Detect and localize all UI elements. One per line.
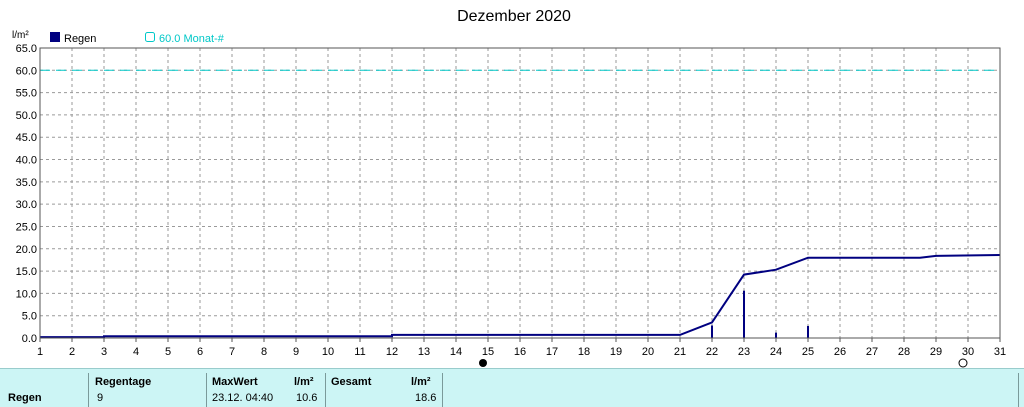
x-tick-label: 25 bbox=[802, 346, 814, 358]
legend-swatch-threshold bbox=[145, 32, 155, 42]
new-moon-icon bbox=[479, 359, 487, 367]
x-tick-label: 5 bbox=[165, 346, 171, 358]
x-tick-label: 22 bbox=[706, 346, 718, 358]
summary-divider bbox=[442, 373, 443, 407]
y-tick-label: 10.0 bbox=[16, 288, 37, 300]
maxwert-time: 23.12. 04:40 bbox=[212, 392, 274, 404]
maxwert-label: MaxWert bbox=[212, 376, 258, 388]
x-tick-label: 2 bbox=[69, 346, 75, 358]
y-tick-label: 20.0 bbox=[16, 244, 37, 256]
x-tick-label: 31 bbox=[994, 346, 1006, 358]
grid bbox=[40, 48, 1000, 338]
x-tick-label: 21 bbox=[674, 346, 686, 358]
y-tick-label: 35.0 bbox=[16, 177, 37, 189]
x-tick-label: 10 bbox=[322, 346, 334, 358]
x-tick-label: 19 bbox=[610, 346, 622, 358]
x-tick-label: 6 bbox=[197, 346, 203, 358]
y-tick-label: 15.0 bbox=[16, 266, 37, 278]
legend: Regen 60.0 Monat-# bbox=[50, 32, 225, 45]
summary-divider bbox=[88, 373, 89, 407]
gesamt-unit: l/m² bbox=[411, 376, 431, 388]
legend-label: Regen bbox=[64, 33, 96, 45]
x-tick-label: 26 bbox=[834, 346, 846, 358]
legend-label: 60.0 Monat-# bbox=[159, 33, 225, 45]
x-tick-label: 17 bbox=[546, 346, 558, 358]
x-tick-label: 30 bbox=[962, 346, 974, 358]
data-marks bbox=[40, 69, 1001, 368]
y-tick-label: 30.0 bbox=[16, 199, 37, 211]
y-tick-label: 55.0 bbox=[16, 88, 37, 100]
gesamt-label: Gesamt bbox=[331, 376, 372, 388]
x-tick-label: 24 bbox=[770, 346, 782, 358]
x-tick-label: 8 bbox=[261, 346, 267, 358]
maxwert-unit: l/m² bbox=[294, 376, 314, 388]
x-tick-label: 29 bbox=[930, 346, 942, 358]
y-tick-label: 0.0 bbox=[22, 333, 37, 345]
tick-labels: 0.0 5.0 10.0 15.0 20.0 25.0 30.0 35.0 40.0 45.0 50… bbox=[16, 43, 1007, 358]
x-tick-label: 1 bbox=[37, 346, 43, 358]
x-tick-label: 18 bbox=[578, 346, 590, 358]
x-tick-label: 4 bbox=[133, 346, 139, 358]
y-tick-label: 25.0 bbox=[16, 221, 37, 233]
full-moon-icon bbox=[958, 358, 968, 368]
y-tick-label: 45.0 bbox=[16, 132, 37, 144]
y-axis-unit: l/m² bbox=[12, 30, 29, 41]
x-tick-label: 16 bbox=[514, 346, 526, 358]
regentage-label: Regentage bbox=[95, 376, 152, 388]
x-tick-label: 20 bbox=[642, 346, 654, 358]
y-tick-label: 50.0 bbox=[16, 110, 37, 122]
x-tick-label: 14 bbox=[450, 346, 462, 358]
y-tick-label: 40.0 bbox=[16, 155, 37, 167]
x-tick-label: 9 bbox=[293, 346, 299, 358]
x-tick-label: 11 bbox=[354, 346, 365, 358]
summary-divider bbox=[1018, 373, 1019, 407]
x-tick-label: 28 bbox=[898, 346, 910, 358]
cumulative-rain-line bbox=[40, 254, 1001, 339]
summary-divider bbox=[325, 373, 326, 407]
x-tick-label: 23 bbox=[738, 346, 750, 358]
y-tick-label: 60.0 bbox=[16, 65, 37, 77]
summary-table: Regen Regentage 9 MaxWert 23.12. 04:40 l… bbox=[0, 368, 1024, 407]
x-tick-label: 7 bbox=[229, 346, 235, 358]
gesamt-value: 18.6 bbox=[415, 392, 437, 404]
summary-row-label: Regen bbox=[8, 392, 42, 404]
maxwert-value: 10.6 bbox=[296, 392, 318, 404]
summary-divider bbox=[206, 373, 207, 407]
regentage-value: 9 bbox=[97, 392, 104, 404]
rain-chart: Dezember 2020 l/m² Regen 60.0 Monat-# 0.0… bbox=[12, 8, 1007, 368]
x-tick-label: 27 bbox=[866, 346, 878, 358]
y-tick-label: 65.0 bbox=[16, 43, 37, 55]
legend-swatch-regen bbox=[50, 32, 60, 42]
x-tick-label: 3 bbox=[101, 346, 107, 358]
x-tick-label: 12 bbox=[386, 346, 398, 358]
chart-title: Dezember 2020 bbox=[457, 8, 571, 25]
x-tick-label: 15 bbox=[482, 346, 494, 358]
x-tick-label: 13 bbox=[418, 346, 430, 358]
y-tick-label: 5.0 bbox=[22, 311, 37, 323]
